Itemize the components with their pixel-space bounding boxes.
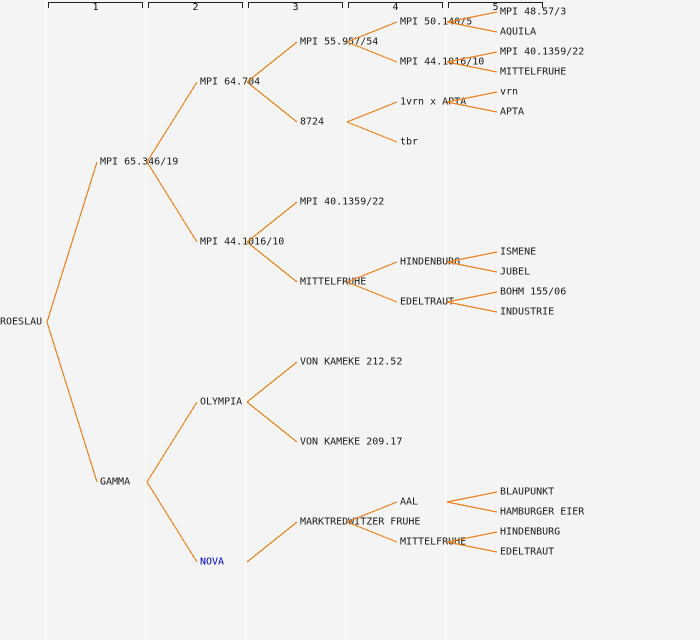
pedigree-node-marktred[interactable]: MARKTREDWITZER FRUHE (300, 516, 421, 528)
pedigree-node-aal[interactable]: AAL (400, 496, 419, 508)
pedigree-node-vk209[interactable]: VON KAMEKE 209.17 (300, 436, 403, 448)
generation-bracket (248, 2, 343, 8)
generation-gridline (445, 0, 446, 640)
pedigree-node-roeslau[interactable]: ROESLAU (0, 316, 43, 328)
pedigree-node-mittel_g4[interactable]: MITTELFRUHE (400, 536, 467, 548)
pedigree-node-hind_g4[interactable]: HINDENBURG (400, 256, 461, 268)
pedigree-edge (446, 491, 498, 503)
generation-bracket (148, 2, 243, 8)
pedigree-edge (146, 481, 198, 563)
generation-number: 5 (492, 2, 499, 13)
pedigree-edge (146, 81, 198, 163)
pedigree-node-mpi44_g4[interactable]: MPI 44.1016/10 (400, 56, 485, 68)
pedigree-edge (46, 321, 98, 483)
generation-number: 3 (292, 2, 299, 13)
pedigree-edge (446, 291, 498, 303)
pedigree-node-tbr[interactable]: tbr (400, 136, 419, 148)
pedigree-node-gamma[interactable]: GAMMA (100, 476, 131, 488)
generation-bracket (448, 2, 543, 8)
pedigree-node-bohm[interactable]: BOHM 155/06 (500, 286, 567, 298)
pedigree-node-edel_g4[interactable]: EDELTRAUT (400, 296, 455, 308)
generation-gridline (45, 0, 46, 640)
pedigree-node-mpi50[interactable]: MPI 50.140/5 (400, 16, 473, 28)
pedigree-edge (146, 401, 198, 483)
pedigree-node-mpi40_g3[interactable]: MPI 40.1359/22 (300, 196, 385, 208)
pedigree-node-mpi65[interactable]: MPI 65.346/19 (100, 156, 179, 168)
pedigree-edge (46, 161, 98, 323)
pedigree-node-mpi64[interactable]: MPI 64.704 (200, 76, 261, 88)
generation-gridline (145, 0, 146, 640)
generation-gridline (345, 0, 346, 640)
pedigree-node-hamburger[interactable]: HAMBURGER EIER (500, 506, 585, 518)
pedigree-edge (446, 301, 498, 313)
generation-number: 2 (192, 2, 199, 13)
pedigree-edge (246, 241, 298, 283)
pedigree-edge (346, 101, 398, 123)
pedigree-node-mpi44_g2[interactable]: MPI 44.1016/10 (200, 236, 285, 248)
pedigree-edge (246, 521, 298, 563)
pedigree-node-olympia[interactable]: OLYMPIA (200, 396, 243, 408)
pedigree-edge (346, 121, 398, 143)
pedigree-node-mittel_g5[interactable]: MITTELFRUHE (500, 66, 567, 78)
generation-bracket (348, 2, 443, 8)
pedigree-edge (146, 161, 198, 243)
pedigree-node-aquila[interactable]: AQUILA (500, 26, 537, 38)
pedigree-node-vk212[interactable]: VON KAMEKE 212.52 (300, 356, 403, 368)
pedigree-edge (246, 401, 298, 443)
generation-number: 1 (92, 2, 99, 13)
pedigree-edge (246, 361, 298, 403)
pedigree-node-apta[interactable]: APTA (500, 106, 525, 118)
pedigree-node-mpi40_g5[interactable]: MPI 40.1359/22 (500, 46, 585, 58)
pedigree-node-nova[interactable]: NOVA (200, 556, 225, 568)
pedigree-node-vrn[interactable]: vrn (500, 86, 519, 98)
generation-gridline (245, 0, 246, 640)
pedigree-node-jubel[interactable]: JUBEL (500, 266, 531, 278)
generation-bracket (48, 2, 143, 8)
pedigree-edge (246, 81, 298, 123)
pedigree-node-blaupunkt[interactable]: BLAUPUNKT (500, 486, 555, 498)
pedigree-node-mpi48[interactable]: MPI 48.57/3 (500, 6, 567, 18)
pedigree-node-industrie[interactable]: INDUSTRIE (500, 306, 555, 318)
pedigree-edge (446, 501, 498, 513)
pedigree-node-mpi55[interactable]: MPI 55.957/54 (300, 36, 379, 48)
pedigree-node-n8724[interactable]: 8724 (300, 116, 325, 128)
pedigree-node-hind_g5[interactable]: HINDENBURG (500, 526, 561, 538)
pedigree-node-vrnapta[interactable]: 1vrn x APTA (400, 96, 467, 108)
pedigree-node-edel_g5[interactable]: EDELTRAUT (500, 546, 555, 558)
pedigree-node-mittel_g3[interactable]: MITTELFRUHE (300, 276, 367, 288)
generation-number: 4 (392, 2, 399, 13)
pedigree-node-ismene[interactable]: ISMENE (500, 246, 537, 258)
